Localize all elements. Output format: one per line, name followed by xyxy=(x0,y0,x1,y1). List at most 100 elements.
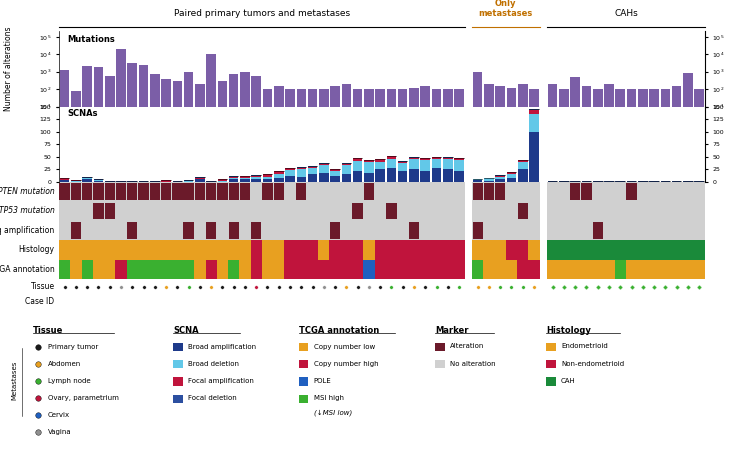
Bar xyxy=(376,89,385,450)
Bar xyxy=(342,165,351,174)
Bar xyxy=(71,91,80,450)
Bar xyxy=(318,260,329,279)
Bar xyxy=(229,179,238,181)
Bar xyxy=(299,343,308,351)
Bar xyxy=(299,395,308,403)
Text: Ovary, parametrium: Ovary, parametrium xyxy=(48,395,119,401)
Bar xyxy=(274,86,283,450)
Bar xyxy=(529,109,539,110)
Text: Abdomen: Abdomen xyxy=(48,360,81,367)
Bar xyxy=(483,240,494,260)
Text: CAH: CAH xyxy=(561,378,576,384)
Bar xyxy=(546,360,556,369)
Bar xyxy=(694,260,705,279)
Bar xyxy=(387,89,396,450)
Bar xyxy=(329,240,341,260)
Bar xyxy=(507,171,517,172)
Bar xyxy=(286,168,294,170)
Text: SCNA: SCNA xyxy=(173,326,199,335)
Bar xyxy=(329,260,341,279)
Text: (↓MSI low): (↓MSI low) xyxy=(314,409,352,416)
Bar xyxy=(150,183,160,199)
Bar xyxy=(240,176,249,178)
Bar xyxy=(184,72,193,450)
Bar xyxy=(149,240,160,260)
Bar xyxy=(296,183,306,199)
Text: Cervix: Cervix xyxy=(48,412,70,418)
Bar xyxy=(453,240,465,260)
Bar xyxy=(443,159,452,169)
Bar xyxy=(307,260,318,279)
Bar xyxy=(495,176,505,179)
Bar xyxy=(184,222,194,239)
Bar xyxy=(398,161,407,162)
Bar xyxy=(128,63,137,450)
Bar xyxy=(139,65,148,450)
Bar xyxy=(604,84,614,450)
Text: Copy number high: Copy number high xyxy=(314,360,379,367)
Bar xyxy=(472,222,483,239)
Bar xyxy=(195,179,204,181)
Bar xyxy=(296,260,307,279)
Bar xyxy=(409,88,418,450)
Bar xyxy=(570,260,581,279)
Bar xyxy=(682,260,694,279)
Bar xyxy=(559,260,570,279)
Bar xyxy=(83,177,92,178)
Bar xyxy=(240,183,250,199)
Bar xyxy=(421,158,430,160)
Bar xyxy=(529,110,539,114)
Bar xyxy=(364,162,373,172)
Text: Non-endometrioid: Non-endometrioid xyxy=(561,360,624,367)
Bar xyxy=(228,240,239,260)
Bar xyxy=(229,178,238,179)
Bar xyxy=(353,158,362,161)
Bar xyxy=(443,169,452,181)
Bar xyxy=(297,169,306,176)
Bar xyxy=(297,176,306,181)
Bar xyxy=(363,260,375,279)
Bar xyxy=(59,220,465,240)
Bar xyxy=(149,260,160,279)
Bar xyxy=(173,360,183,369)
Bar xyxy=(308,168,317,174)
Bar xyxy=(263,89,272,450)
Bar xyxy=(375,260,386,279)
Text: Number of alterations: Number of alterations xyxy=(4,27,13,111)
Bar xyxy=(397,260,408,279)
Bar xyxy=(472,181,539,201)
Bar xyxy=(672,86,681,450)
Bar xyxy=(547,201,705,220)
Bar xyxy=(252,177,261,179)
Bar xyxy=(546,343,556,351)
Bar xyxy=(364,172,373,181)
Bar xyxy=(82,183,92,199)
Bar xyxy=(138,240,149,260)
Bar xyxy=(240,72,249,450)
Bar xyxy=(364,160,373,162)
Bar xyxy=(397,240,408,260)
Bar xyxy=(409,159,418,169)
Bar xyxy=(495,179,505,181)
Bar xyxy=(229,74,238,450)
Bar xyxy=(517,240,528,260)
Bar xyxy=(206,222,216,239)
Bar xyxy=(262,240,273,260)
Bar xyxy=(472,260,483,279)
Bar xyxy=(660,240,671,260)
Text: TCGA annotation: TCGA annotation xyxy=(299,326,379,335)
Bar xyxy=(104,260,115,279)
Bar xyxy=(273,260,284,279)
Bar xyxy=(160,260,172,279)
Bar xyxy=(263,174,272,176)
Text: No alteration: No alteration xyxy=(450,360,496,367)
Bar xyxy=(229,183,239,199)
Bar xyxy=(127,222,137,239)
Bar xyxy=(150,74,159,450)
Bar xyxy=(273,240,284,260)
Bar xyxy=(627,183,637,199)
Bar xyxy=(375,240,386,260)
Bar xyxy=(435,343,445,351)
Text: Vagina: Vagina xyxy=(48,429,72,435)
Bar xyxy=(104,240,115,260)
